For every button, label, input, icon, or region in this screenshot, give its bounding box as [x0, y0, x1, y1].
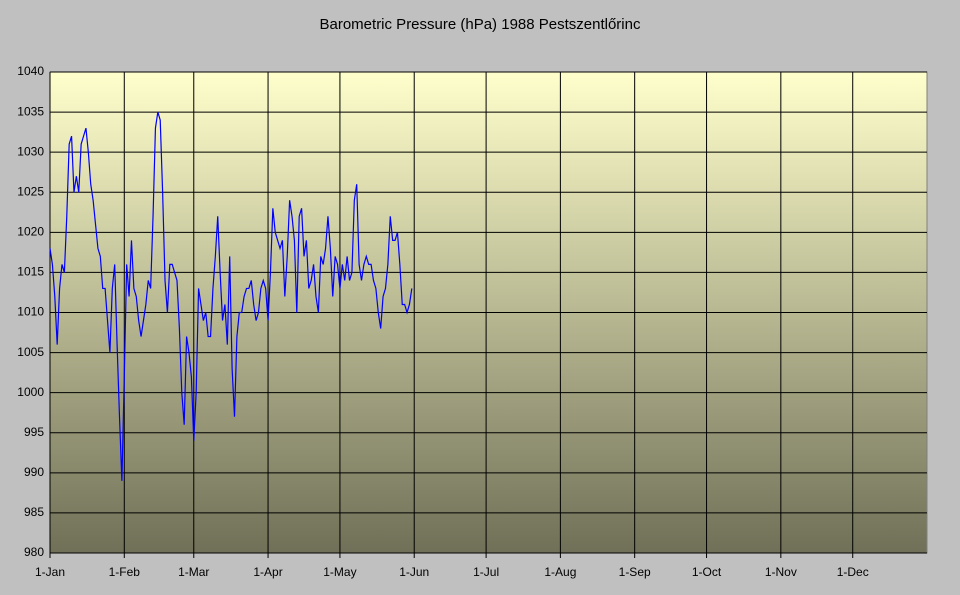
y-tick-label: 990 — [24, 465, 44, 479]
x-tick-label: 1-Jul — [473, 565, 499, 579]
y-tick-label: 1020 — [17, 225, 44, 239]
y-tick-label: 1035 — [17, 104, 44, 118]
x-tick-label: 1-Jun — [399, 565, 429, 579]
y-tick-label: 980 — [24, 545, 44, 559]
data-line — [49, 111, 413, 481]
x-tick-label: 1-Mar — [178, 565, 209, 579]
y-tick-label: 1030 — [17, 144, 44, 158]
x-tick-label: 1-Jan — [35, 565, 65, 579]
x-tick-label: 1-Dec — [837, 565, 869, 579]
x-tick-label: 1-Aug — [544, 565, 576, 579]
y-tick-label: 1005 — [17, 345, 44, 359]
x-tick-label: 1-Feb — [109, 565, 141, 579]
x-tick-label: 1-Oct — [692, 565, 722, 579]
y-tick-label: 1040 — [17, 64, 44, 78]
x-tick-label: 1-May — [323, 565, 356, 579]
x-tick-label: 1-Apr — [253, 565, 282, 579]
y-tick-label: 1010 — [17, 305, 44, 319]
chart-title: Barometric Pressure (hPa) 1988 Pestszent… — [320, 16, 641, 33]
y-tick-label: 1000 — [17, 385, 44, 399]
y-tick-label: 995 — [24, 425, 44, 439]
x-tick-label: 1-Nov — [765, 565, 797, 579]
y-tick-label: 1025 — [17, 184, 44, 198]
y-tick-label: 985 — [24, 505, 44, 519]
y-tick-label: 1015 — [17, 265, 44, 279]
x-tick-label: 1-Sep — [619, 565, 651, 579]
